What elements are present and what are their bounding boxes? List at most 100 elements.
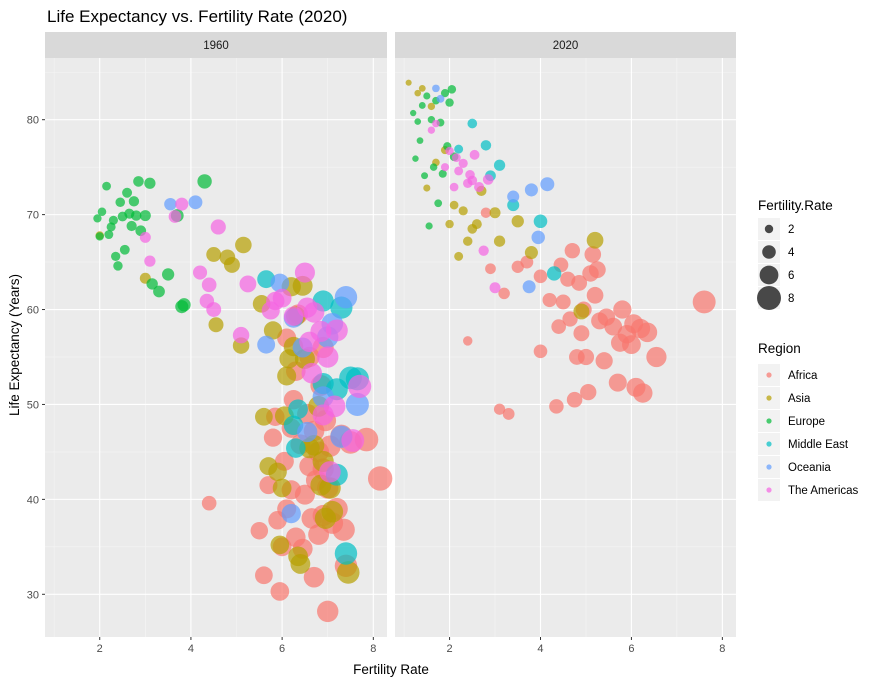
data-point bbox=[414, 118, 422, 125]
data-point bbox=[310, 320, 332, 342]
data-point bbox=[115, 197, 126, 208]
data-point bbox=[139, 210, 151, 222]
data-point bbox=[463, 236, 473, 246]
data-point bbox=[164, 197, 177, 211]
data-point bbox=[206, 302, 222, 317]
data-point bbox=[646, 346, 667, 368]
data-point bbox=[334, 542, 358, 565]
data-point bbox=[533, 269, 548, 284]
data-point bbox=[429, 163, 438, 171]
y-tick-label: 50 bbox=[27, 399, 39, 411]
data-point bbox=[622, 335, 641, 355]
data-point bbox=[493, 235, 506, 247]
data-point bbox=[471, 219, 482, 230]
panel-1960: 1960 2 4 6 8 30 40 50 60 70 80 bbox=[27, 32, 393, 655]
data-point bbox=[317, 600, 339, 623]
data-point bbox=[321, 500, 344, 523]
data-point bbox=[188, 195, 203, 210]
data-point bbox=[405, 79, 412, 86]
x-tick-label: 4 bbox=[188, 643, 194, 655]
data-point bbox=[533, 344, 548, 359]
data-point bbox=[432, 119, 440, 128]
y-tick-label: 40 bbox=[27, 494, 39, 506]
data-point bbox=[493, 159, 506, 171]
data-point bbox=[128, 196, 140, 207]
data-point bbox=[451, 153, 461, 163]
data-point bbox=[206, 247, 222, 262]
x-tick-label: 6 bbox=[628, 643, 634, 655]
color-legend-symbol bbox=[766, 441, 772, 447]
data-point bbox=[119, 244, 130, 255]
data-point bbox=[281, 503, 301, 524]
data-point bbox=[467, 175, 478, 186]
data-point bbox=[586, 231, 604, 249]
data-point bbox=[239, 275, 257, 293]
data-point bbox=[367, 466, 393, 491]
data-point bbox=[440, 163, 450, 172]
data-point bbox=[692, 290, 716, 314]
data-point bbox=[301, 362, 323, 384]
data-point bbox=[270, 273, 290, 293]
data-point bbox=[418, 102, 426, 109]
data-point bbox=[566, 391, 583, 408]
data-point bbox=[608, 373, 627, 392]
size-legend-title: Fertility.Rate bbox=[758, 198, 833, 213]
data-point bbox=[469, 149, 480, 160]
data-point bbox=[146, 278, 158, 290]
data-point bbox=[297, 421, 318, 443]
data-point bbox=[604, 317, 623, 336]
data-point bbox=[341, 429, 365, 452]
y-tick-label: 60 bbox=[27, 305, 39, 317]
data-point bbox=[458, 206, 468, 216]
data-point bbox=[485, 263, 496, 275]
chart-title: Life Expectancy vs. Fertility Rate (2020… bbox=[47, 7, 347, 26]
data-point bbox=[113, 261, 123, 271]
data-point bbox=[507, 190, 520, 203]
data-point bbox=[445, 146, 454, 156]
data-point bbox=[223, 256, 240, 273]
data-point bbox=[97, 207, 107, 217]
data-point bbox=[562, 311, 578, 327]
data-point bbox=[272, 478, 292, 498]
data-point bbox=[507, 199, 520, 212]
data-point bbox=[588, 261, 606, 279]
data-point bbox=[449, 200, 459, 210]
data-point bbox=[480, 140, 492, 151]
data-point bbox=[255, 566, 273, 585]
data-point bbox=[427, 102, 436, 111]
data-point bbox=[126, 220, 137, 232]
y-tick-label: 70 bbox=[27, 210, 39, 222]
data-point bbox=[111, 251, 121, 262]
color-legend-symbol bbox=[766, 372, 772, 378]
data-point bbox=[493, 403, 506, 415]
data-point bbox=[201, 277, 217, 293]
data-point bbox=[613, 300, 632, 319]
color-legend-label: The Americas bbox=[788, 485, 859, 497]
data-point bbox=[263, 321, 283, 340]
x-tick-label: 2 bbox=[97, 643, 103, 655]
data-point bbox=[277, 366, 297, 386]
data-point bbox=[336, 561, 360, 584]
data-point bbox=[482, 174, 494, 185]
data-point bbox=[423, 184, 431, 192]
data-point bbox=[288, 399, 308, 420]
data-point bbox=[524, 183, 538, 197]
data-point bbox=[345, 392, 369, 416]
size-legend-symbol bbox=[759, 265, 779, 285]
panel-strip-label: 1960 bbox=[203, 40, 229, 52]
data-point bbox=[434, 199, 443, 208]
data-point bbox=[416, 137, 424, 144]
data-point bbox=[438, 169, 447, 178]
data-point bbox=[412, 155, 419, 162]
data-point bbox=[549, 399, 564, 414]
data-point bbox=[524, 246, 538, 260]
y-tick-label: 80 bbox=[27, 115, 39, 127]
data-point bbox=[270, 535, 290, 555]
data-point bbox=[208, 317, 224, 333]
color-legend-label: Oceania bbox=[788, 462, 831, 474]
data-point bbox=[102, 181, 111, 191]
size-legend-symbol bbox=[764, 224, 774, 234]
data-point bbox=[235, 236, 252, 254]
data-point bbox=[425, 222, 433, 230]
